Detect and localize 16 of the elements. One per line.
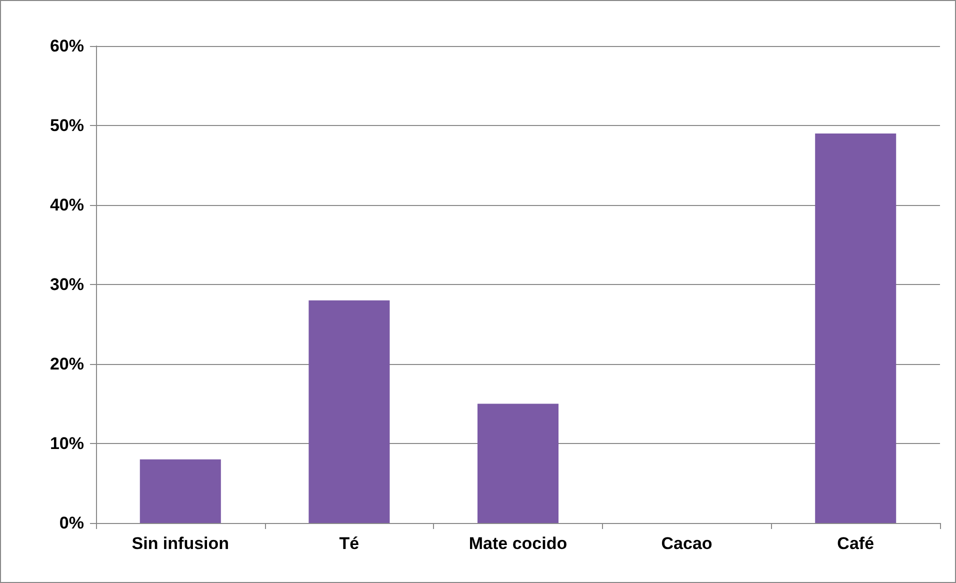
bar [477,404,559,523]
y-tick-label: 0% [59,514,84,532]
y-tick-label: 50% [50,116,84,135]
y-tick-label: 30% [50,275,84,294]
x-tick-label: Mate cocido [468,534,568,553]
x-tick-label: Sin infusion [132,534,230,553]
y-tick-label: 60% [50,36,84,56]
x-tick-label: Café [837,534,874,553]
bar [308,300,390,523]
x-tick-label: Cacao [661,534,712,553]
y-tick-label: 10% [50,434,84,453]
y-tick-label: 20% [50,354,84,374]
bar [815,133,896,523]
y-tick-label: 40% [50,196,84,214]
bar [140,459,221,523]
x-tick-label: Té [339,534,360,553]
